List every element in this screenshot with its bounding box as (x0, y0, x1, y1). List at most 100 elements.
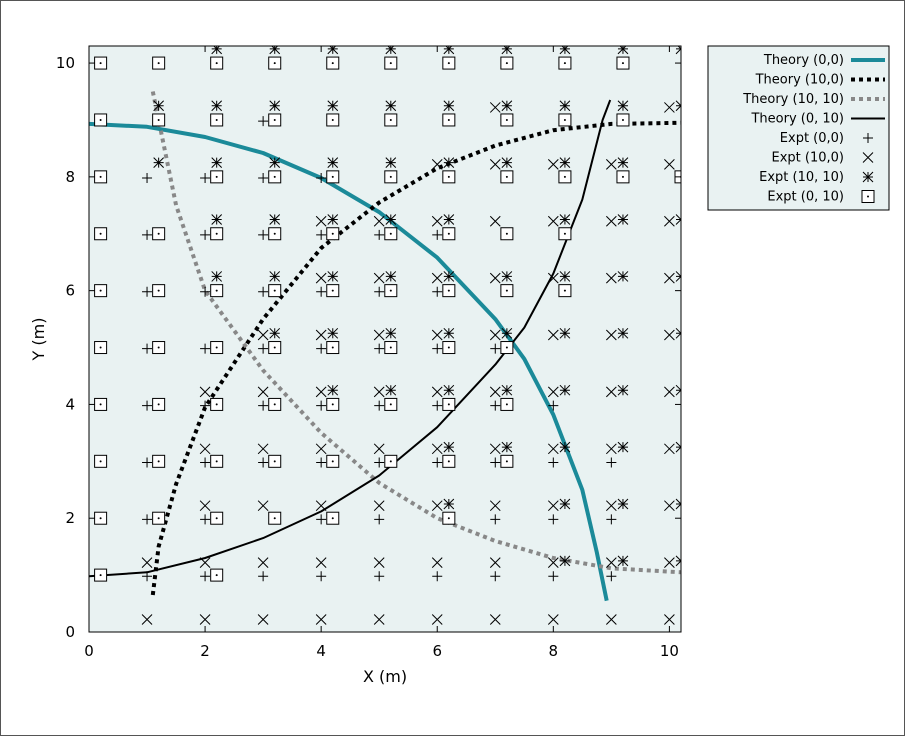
data-point-star-48 (443, 327, 455, 339)
data-point-boxdot-15 (384, 113, 398, 127)
data-point-cross-68 (664, 215, 675, 227)
marker-dot (447, 403, 450, 406)
data-point-star-34 (617, 214, 629, 225)
marker-dot (99, 175, 102, 178)
data-point-star-40 (443, 271, 455, 282)
data-point-cross-48 (315, 329, 327, 341)
data-point-boxdot-5 (384, 56, 398, 70)
data-point-cross-35 (547, 443, 559, 455)
marker-dot (389, 62, 392, 65)
legend-box (707, 45, 890, 211)
data-point-cross-72 (605, 158, 617, 170)
data-point-boxdot-37 (500, 227, 514, 241)
data-point-cross-53 (605, 329, 617, 341)
data-point-plus-9 (142, 514, 153, 525)
data-point-boxdot-45 (442, 284, 456, 298)
data-point-star-14 (443, 100, 455, 112)
marker-dot (505, 346, 508, 349)
legend: Theory (0,0) Theory (10,0) Theory (10, 10)… (707, 45, 890, 211)
data-point-cross-43 (489, 386, 501, 398)
data-point-cross-56 (373, 272, 385, 284)
data-point-plus-15 (606, 514, 617, 525)
marker-dot (215, 460, 218, 463)
marker-dot (215, 175, 218, 178)
data-point-star-31 (385, 214, 397, 225)
y-axis-label: Y (m) (29, 318, 48, 362)
data-point-cross-61 (664, 272, 675, 284)
data-point-boxdot-47 (558, 284, 572, 298)
data-point-boxdot-71 (500, 454, 514, 468)
data-point-boxdot-44 (384, 284, 398, 298)
data-point-star-19 (211, 46, 223, 55)
data-point-cross-49 (373, 329, 385, 341)
marker-dot (273, 175, 276, 178)
data-point-boxdot-58 (210, 397, 224, 411)
data-point-boxdot-41 (210, 284, 224, 298)
data-point-plus-8 (606, 571, 617, 582)
data-point-star-33 (559, 214, 571, 225)
legend-swatch-5 (862, 152, 874, 163)
data-point-cross-8 (605, 614, 617, 625)
data-point-cross-5 (431, 614, 443, 625)
data-point-plus-29 (374, 400, 385, 411)
series-markers-4 (142, 116, 617, 582)
legend-swatch-7 (861, 190, 875, 203)
x-tick-label-3: 6 (432, 642, 442, 660)
marker-dot (331, 175, 334, 178)
data-point-plus-45 (432, 286, 443, 297)
data-point-star-0 (153, 157, 165, 168)
marker-dot (273, 346, 276, 349)
marker-dot (331, 517, 334, 520)
marker-dot (157, 62, 160, 65)
data-point-boxdot-12 (210, 113, 224, 127)
data-point-boxdot-17 (500, 113, 514, 127)
data-point-star-57 (559, 384, 571, 396)
marker-dot (621, 62, 624, 65)
y-tick-label-2: 4 (65, 395, 75, 413)
data-point-star-39 (385, 271, 397, 282)
data-point-cross-69 (431, 158, 443, 170)
y-tick-label-0: 0 (65, 623, 75, 641)
data-point-cross-66 (547, 215, 559, 227)
data-point-cross-71 (547, 158, 559, 170)
data-point-boxdot-57 (152, 397, 166, 411)
data-point-star-26 (617, 46, 629, 55)
data-point-plus-47 (200, 229, 211, 240)
data-point-boxdot-1 (152, 56, 166, 70)
marker-dot (389, 232, 392, 235)
data-point-plus-26 (200, 400, 211, 411)
data-point-cross-26 (547, 500, 559, 512)
data-point-cross-19 (664, 557, 675, 568)
data-point-cross-14 (373, 557, 385, 568)
data-point-star-45 (269, 327, 281, 339)
legend-label-1: Theory (10,0) (755, 73, 844, 88)
data-point-boxdot-11 (152, 113, 166, 127)
data-point-cross-27 (605, 500, 617, 512)
marker-dot (215, 289, 218, 292)
marker-dot (157, 232, 160, 235)
data-point-boxdot-65 (152, 454, 166, 468)
data-point-cross-33 (431, 443, 443, 455)
data-point-plus-49 (316, 229, 327, 240)
marker-dot (99, 289, 102, 292)
data-point-plus-41 (200, 286, 211, 297)
plot-background (89, 46, 681, 632)
data-point-star-20 (269, 46, 281, 55)
data-point-boxdot-42 (268, 284, 282, 298)
marker-dot (867, 195, 869, 198)
data-point-star-15 (501, 100, 513, 112)
data-point-boxdot-51 (268, 341, 282, 355)
data-point-cross-45 (605, 386, 617, 398)
data-point-star-6 (501, 157, 513, 168)
series-line-3 (89, 99, 612, 578)
marker-dot (447, 517, 450, 520)
data-point-star-30 (327, 214, 339, 225)
marker-dot (505, 289, 508, 292)
data-point-boxdot-32 (210, 227, 224, 241)
data-point-cross-52 (547, 329, 559, 341)
data-point-boxdot-33 (268, 227, 282, 241)
data-point-star-46 (327, 327, 339, 339)
data-point-plus-50 (374, 229, 385, 240)
data-point-boxdot-34 (326, 227, 340, 241)
plot-content (89, 46, 681, 625)
